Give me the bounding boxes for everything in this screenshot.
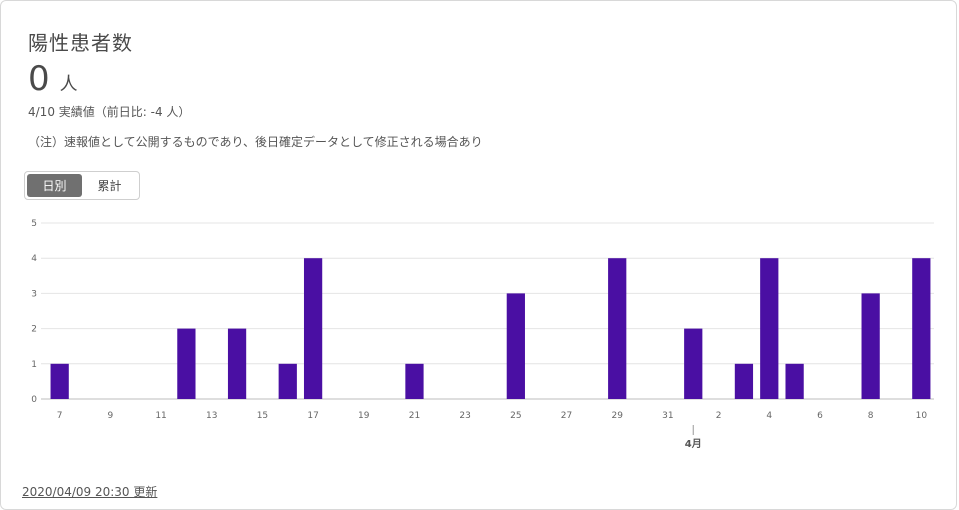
y-tick-label-0: 0: [31, 395, 37, 405]
month-marker-label: 4月: [685, 438, 702, 450]
bar-3/14: [227, 328, 247, 399]
card-title: 陽性患者数: [28, 31, 133, 55]
x-tick-label-10: 10: [916, 411, 928, 421]
x-tick-label-11: 11: [155, 411, 166, 421]
x-tick-label-21: 21: [409, 411, 420, 421]
x-tick-label-7: 7: [57, 411, 63, 421]
x-tick-label-6: 6: [817, 411, 823, 421]
value-subtitle: 4/10 実績値（前日比: -4 人）: [28, 105, 191, 119]
bar-3/29: [608, 258, 627, 399]
y-tick-label-3: 3: [31, 289, 37, 299]
x-tick-label-4: 4: [766, 411, 772, 421]
disclaimer-note: （注）速報値として公開するものであり、後日確定データとして修正される場合あり: [28, 135, 483, 149]
bar-3/12: [177, 328, 196, 399]
updated-timestamp-link[interactable]: 2020/04/09 20:30 更新: [22, 485, 158, 499]
bar-3/7: [50, 363, 69, 399]
bar-4/3: [734, 363, 754, 399]
current-value-block: 0 人: [28, 59, 78, 99]
x-tick-label-15: 15: [257, 411, 268, 421]
bar-3/25: [506, 293, 525, 399]
y-tick-label-4: 4: [31, 254, 37, 264]
x-tick-label-9: 9: [107, 411, 113, 421]
x-tick-label-8: 8: [868, 411, 874, 421]
view-toggle: 日別 累計: [24, 171, 140, 200]
x-tick-label-29: 29: [611, 411, 623, 421]
toggle-daily-button[interactable]: 日別: [27, 174, 82, 197]
current-value-unit: 人: [59, 74, 78, 95]
bar-4/8: [861, 293, 880, 399]
bar-3/16: [278, 363, 297, 399]
x-tick-label-27: 27: [561, 411, 572, 421]
bar-4/10: [912, 258, 931, 399]
x-tick-label-25: 25: [510, 411, 521, 421]
bar-4/5: [785, 363, 804, 399]
x-tick-label-13: 13: [206, 411, 217, 421]
bar-4/4: [760, 258, 779, 399]
bar-3/21: [405, 363, 424, 399]
x-tick-label-19: 19: [358, 411, 370, 421]
toggle-cumulative-button[interactable]: 累計: [97, 179, 122, 193]
bar-4/1: [684, 328, 703, 399]
x-tick-label-17: 17: [307, 411, 318, 421]
y-tick-label-2: 2: [31, 325, 37, 335]
bar-3/17: [303, 258, 323, 399]
y-tick-label-5: 5: [31, 219, 37, 229]
y-tick-label-1: 1: [31, 360, 37, 370]
current-value: 0: [28, 59, 50, 99]
x-tick-label-2: 2: [716, 411, 722, 421]
x-tick-label-23: 23: [459, 411, 470, 421]
x-tick-label-31: 31: [662, 411, 673, 421]
